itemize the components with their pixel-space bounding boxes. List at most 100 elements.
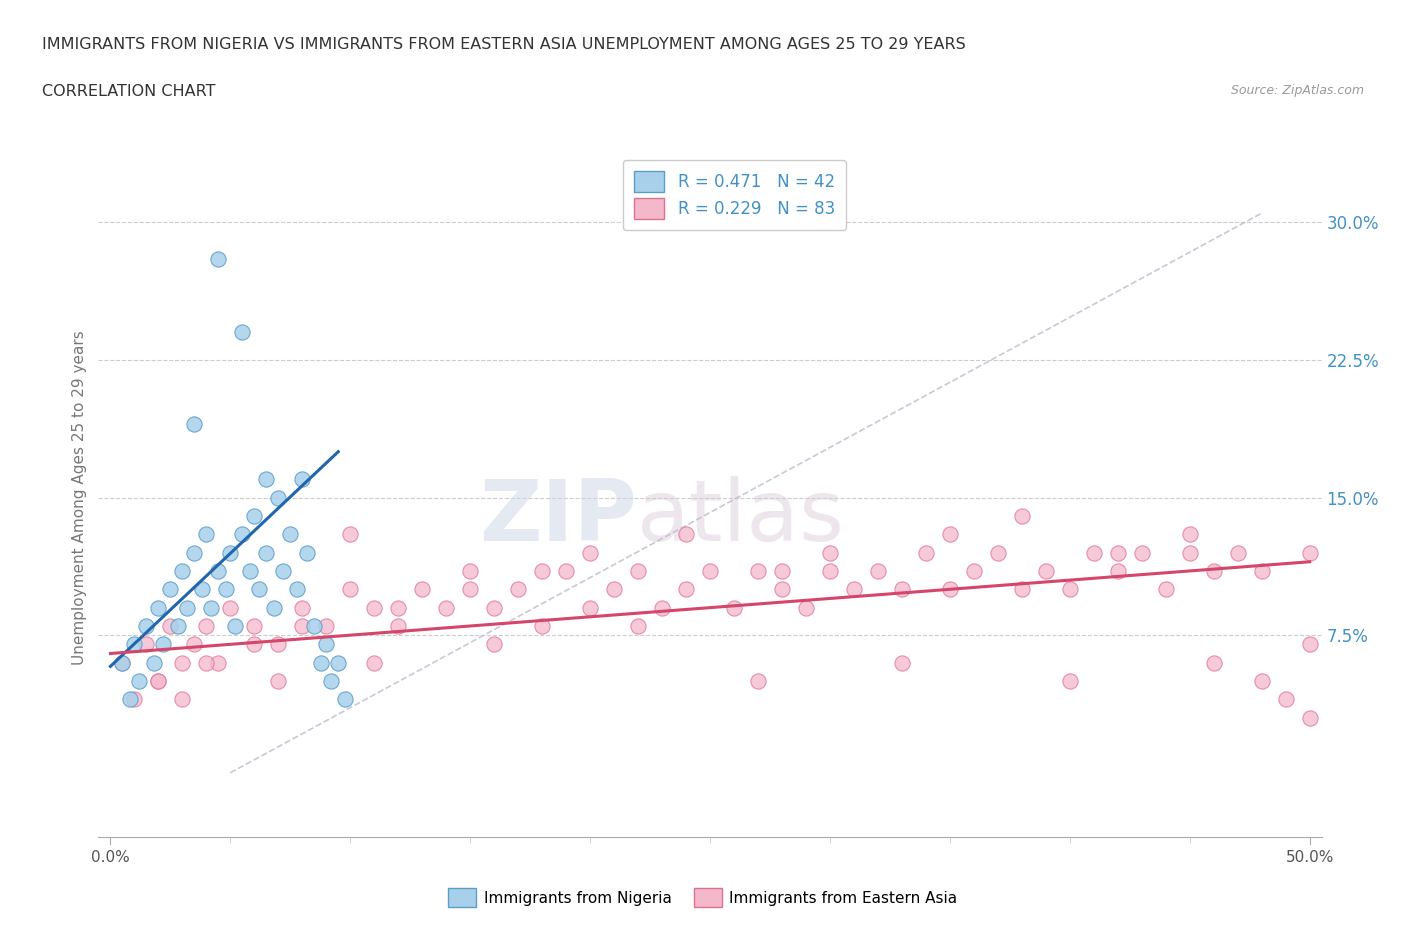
Point <box>291 472 314 486</box>
Point <box>770 582 793 597</box>
Point <box>207 252 229 267</box>
Point <box>1178 545 1201 560</box>
Text: IMMIGRANTS FROM NIGERIA VS IMMIGRANTS FROM EASTERN ASIA UNEMPLOYMENT AMONG AGES : IMMIGRANTS FROM NIGERIA VS IMMIGRANTS FR… <box>42 37 966 52</box>
Point <box>135 637 157 652</box>
Point <box>794 600 817 615</box>
Point <box>387 618 409 633</box>
Point <box>1202 564 1225 578</box>
Point <box>482 637 505 652</box>
Point <box>675 526 697 541</box>
Point <box>254 472 277 486</box>
Point <box>434 600 457 615</box>
Point <box>387 600 409 615</box>
Point <box>1178 526 1201 541</box>
Point <box>890 656 912 671</box>
Point <box>1035 564 1057 578</box>
Point <box>172 564 194 578</box>
Point <box>1011 582 1033 597</box>
Point <box>1154 582 1177 597</box>
Point <box>1130 545 1153 560</box>
Point <box>1274 692 1296 707</box>
Point <box>128 673 150 688</box>
Point <box>291 600 314 615</box>
Point <box>278 526 301 541</box>
Point <box>243 637 266 652</box>
Point <box>111 656 134 671</box>
Point <box>195 656 218 671</box>
Point <box>152 637 174 652</box>
Point <box>148 673 170 688</box>
Legend: Immigrants from Nigeria, Immigrants from Eastern Asia: Immigrants from Nigeria, Immigrants from… <box>443 883 963 913</box>
Point <box>295 545 318 560</box>
Point <box>267 490 290 505</box>
Point <box>207 564 229 578</box>
Point <box>328 656 350 671</box>
Point <box>411 582 433 597</box>
Point <box>890 582 912 597</box>
Point <box>603 582 626 597</box>
Point <box>243 509 266 524</box>
Point <box>579 600 602 615</box>
Point <box>627 618 650 633</box>
Point <box>842 582 865 597</box>
Point <box>183 637 205 652</box>
Point <box>224 618 246 633</box>
Legend: R = 0.471   N = 42, R = 0.229   N = 83: R = 0.471 N = 42, R = 0.229 N = 83 <box>623 160 846 231</box>
Point <box>200 600 222 615</box>
Point <box>1083 545 1105 560</box>
Point <box>363 600 385 615</box>
Point <box>699 564 721 578</box>
Text: atlas: atlas <box>637 476 845 560</box>
Point <box>287 582 309 597</box>
Point <box>627 564 650 578</box>
Point <box>176 600 198 615</box>
Point <box>118 692 141 707</box>
Point <box>159 582 181 597</box>
Point <box>963 564 986 578</box>
Point <box>508 582 530 597</box>
Point <box>311 656 333 671</box>
Point <box>339 526 361 541</box>
Point <box>1250 673 1272 688</box>
Text: Source: ZipAtlas.com: Source: ZipAtlas.com <box>1230 84 1364 97</box>
Point <box>291 618 314 633</box>
Point <box>148 673 170 688</box>
Point <box>159 618 181 633</box>
Point <box>987 545 1010 560</box>
Point <box>124 692 146 707</box>
Point <box>1059 582 1081 597</box>
Point <box>183 545 205 560</box>
Point <box>531 564 554 578</box>
Point <box>818 564 841 578</box>
Point <box>238 564 260 578</box>
Point <box>915 545 938 560</box>
Point <box>219 600 242 615</box>
Point <box>482 600 505 615</box>
Point <box>939 526 962 541</box>
Y-axis label: Unemployment Among Ages 25 to 29 years: Unemployment Among Ages 25 to 29 years <box>72 330 87 665</box>
Point <box>263 600 285 615</box>
Text: ZIP: ZIP <box>479 476 637 560</box>
Point <box>142 656 165 671</box>
Point <box>579 545 602 560</box>
Point <box>866 564 889 578</box>
Point <box>231 325 253 339</box>
Point <box>747 564 769 578</box>
Point <box>335 692 357 707</box>
Text: CORRELATION CHART: CORRELATION CHART <box>42 84 215 99</box>
Point <box>207 656 229 671</box>
Point <box>124 637 146 652</box>
Point <box>651 600 673 615</box>
Point <box>458 582 481 597</box>
Point <box>458 564 481 578</box>
Point <box>271 564 294 578</box>
Point <box>267 673 290 688</box>
Point <box>1250 564 1272 578</box>
Point <box>555 564 578 578</box>
Point <box>315 637 337 652</box>
Point <box>1298 545 1320 560</box>
Point <box>172 656 194 671</box>
Point <box>304 618 326 633</box>
Point <box>195 526 218 541</box>
Point <box>254 545 277 560</box>
